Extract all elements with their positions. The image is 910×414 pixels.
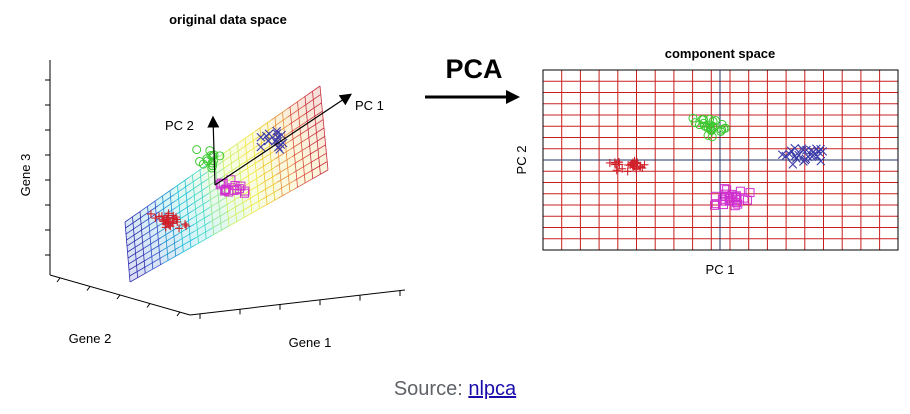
pc1-vector xyxy=(214,93,352,186)
left-title: original data space xyxy=(169,12,287,27)
y-axis-ticks xyxy=(56,277,181,317)
x-axis-ticks xyxy=(199,291,401,319)
axis-label-gene2: Gene 2 xyxy=(69,331,112,346)
arrow-head-icon xyxy=(506,90,520,104)
caption-prefix: Source: xyxy=(393,378,469,400)
xlabel-pc1: PC 1 xyxy=(706,262,735,277)
original-data-space-plot: original data space Gene 3 Gene 2 Gene 1… xyxy=(18,12,406,350)
component-data-points xyxy=(605,113,828,211)
z-axis-ticks xyxy=(45,79,50,256)
left-data-points xyxy=(146,126,288,233)
right-title: component space xyxy=(665,46,776,61)
axis-label-gene1: Gene 1 xyxy=(289,335,332,350)
pc2-label: PC 2 xyxy=(165,118,194,133)
source-link[interactable]: nlpca xyxy=(468,378,517,400)
figure: original data space Gene 3 Gene 2 Gene 1… xyxy=(18,12,899,350)
source-caption: Source: nlpca xyxy=(0,378,910,401)
ylabel-pc2: PC 2 xyxy=(514,146,529,175)
pca-transform-arrow: PCA xyxy=(425,54,520,104)
pc2-vector xyxy=(207,115,220,186)
pc1-label: PC 1 xyxy=(355,98,384,113)
pca-label: PCA xyxy=(445,54,502,84)
component-space-plot: component space PC 1 PC 2 xyxy=(514,46,899,277)
axis-label-gene3: Gene 3 xyxy=(18,154,33,197)
